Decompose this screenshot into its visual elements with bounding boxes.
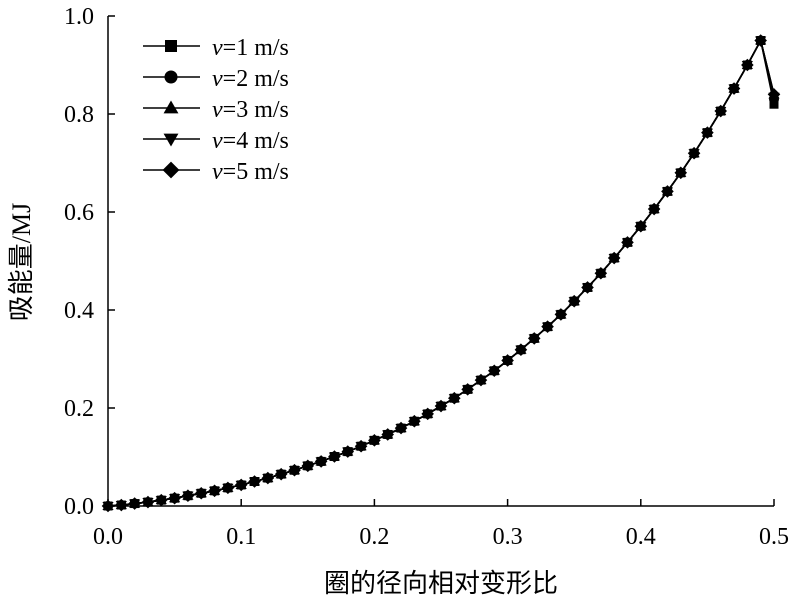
series-5 (101, 34, 781, 513)
data-point-5 (154, 493, 168, 507)
data-point-5 (168, 491, 181, 505)
data-point-5 (687, 146, 701, 160)
x-tick-label: 0.3 (493, 524, 523, 550)
data-point-5 (368, 434, 381, 447)
data-point-5 (714, 104, 728, 118)
data-point-5 (727, 82, 741, 95)
y-tick-label: 0.6 (64, 200, 94, 226)
series-2 (103, 35, 779, 511)
data-point-5 (341, 445, 355, 458)
legend-marker (164, 70, 178, 84)
data-point-5 (314, 455, 328, 468)
data-point-5 (448, 391, 461, 405)
data-point-5 (301, 459, 315, 473)
y-axis-title: 吸能量/MJ (7, 203, 36, 321)
data-point-5 (208, 484, 221, 498)
x-tick-label: 0.2 (359, 524, 389, 550)
data-point-5 (554, 308, 568, 321)
data-point-5 (354, 439, 368, 453)
series-line-3 (107, 38, 775, 507)
legend-marker (163, 133, 179, 147)
data-point-5 (567, 294, 581, 308)
series-3 (102, 34, 780, 511)
series-line-2 (107, 38, 775, 507)
data-point-5 (194, 486, 208, 500)
data-point-5 (421, 407, 434, 421)
y-tick-label: 0.8 (64, 102, 94, 128)
legend-label: v=2 m/s (212, 66, 289, 92)
data-point-5 (434, 399, 448, 413)
data-point-5 (607, 251, 621, 265)
data-point-5 (181, 489, 195, 503)
data-point-5 (288, 463, 301, 477)
legend-marker (165, 40, 177, 52)
data-point-5 (674, 166, 688, 180)
series-line-4 (107, 38, 775, 507)
y-tick-label: 0.4 (64, 298, 94, 324)
data-point-5 (541, 320, 554, 333)
data-point-5 (767, 88, 781, 101)
data-point-5 (527, 332, 541, 345)
data-point-5 (461, 383, 474, 396)
legend-item-3: v=3 m/s (143, 97, 289, 123)
legend-item-1: v=1 m/s (143, 35, 289, 61)
y-tick-label: 0.0 (64, 494, 94, 520)
series-layer (101, 34, 781, 513)
legend-label: v=4 m/s (212, 128, 289, 154)
x-tick-label: 0.5 (759, 524, 789, 550)
legend-label: v=1 m/s (212, 35, 289, 61)
x-tick-label: 0.4 (626, 524, 656, 550)
data-point-5 (661, 185, 674, 198)
x-tick-label: 0.1 (226, 524, 256, 550)
data-point-5 (474, 373, 488, 387)
data-point-5 (581, 281, 594, 294)
legend-item-2: v=2 m/s (143, 66, 289, 92)
data-point-5 (701, 126, 714, 139)
legend: v=1 m/s v=2 m/s v=3 m/s v=4 m/s v=5 m/s (143, 35, 289, 185)
y-tick-label: 0.2 (64, 396, 94, 422)
series-4 (102, 36, 780, 512)
data-point-5 (221, 481, 235, 495)
data-point-5 (248, 475, 261, 488)
data-point-5 (514, 343, 528, 356)
data-point-5 (261, 471, 275, 485)
data-point-5 (101, 499, 115, 513)
data-point-5 (141, 495, 155, 509)
legend-item-4: v=4 m/s (143, 128, 289, 154)
legend-label: v=5 m/s (212, 159, 289, 185)
data-point-5 (408, 414, 421, 428)
data-point-5 (128, 497, 141, 510)
data-point-5 (741, 58, 754, 72)
x-tick-label: 0.0 (93, 524, 123, 550)
series-line-1 (107, 38, 775, 507)
data-point-5 (754, 34, 767, 47)
data-point-5 (394, 421, 408, 435)
data-point-5 (234, 478, 248, 492)
series-line-5 (107, 38, 775, 507)
series-1 (103, 36, 779, 511)
data-point-5 (274, 467, 288, 481)
data-point-5 (487, 364, 501, 378)
data-point-5 (634, 219, 648, 233)
x-axis-title: 圈的径向相对变形比 (324, 569, 558, 598)
y-tick-label: 1.0 (64, 4, 94, 30)
data-point-5 (381, 428, 395, 441)
data-point-5 (647, 202, 661, 216)
data-point-5 (594, 266, 608, 280)
data-point-5 (115, 498, 128, 512)
data-point-5 (501, 354, 514, 367)
axes: 0.0 0.1 0.2 0.3 0.4 0.5 0.0 0.2 0.4 0.6 0.8 1.0 (64, 4, 789, 550)
data-point-5 (328, 450, 341, 463)
legend-marker (163, 100, 179, 114)
legend-item-5: v=5 m/s (143, 159, 289, 185)
legend-marker (162, 161, 180, 179)
data-point-5 (621, 236, 634, 249)
legend-label: v=3 m/s (212, 97, 289, 123)
